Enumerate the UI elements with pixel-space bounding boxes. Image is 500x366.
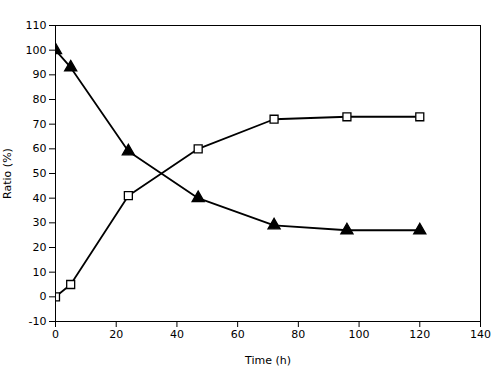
svg-text:60: 60 [33,142,47,155]
svg-text:110: 110 [26,19,47,32]
svg-text:Ratio (%): Ratio (%) [1,148,14,199]
svg-text:100: 100 [349,328,370,341]
svg-text:-10: -10 [29,315,47,328]
svg-text:40: 40 [33,192,47,205]
svg-text:70: 70 [33,118,47,131]
svg-text:10: 10 [33,266,47,279]
svg-text:90: 90 [33,68,47,81]
svg-text:40: 40 [170,328,184,341]
svg-text:30: 30 [33,216,47,229]
svg-text:60: 60 [231,328,245,341]
svg-text:50: 50 [33,167,47,180]
svg-text:80: 80 [33,93,47,106]
svg-text:Time (h): Time (h) [244,354,291,366]
svg-text:100: 100 [26,44,47,57]
svg-text:20: 20 [33,241,47,254]
svg-text:140: 140 [470,328,491,341]
svg-text:20: 20 [109,328,123,341]
svg-text:0: 0 [52,328,59,341]
svg-text:0: 0 [40,290,47,303]
svg-text:80: 80 [291,328,305,341]
svg-text:120: 120 [409,328,430,341]
